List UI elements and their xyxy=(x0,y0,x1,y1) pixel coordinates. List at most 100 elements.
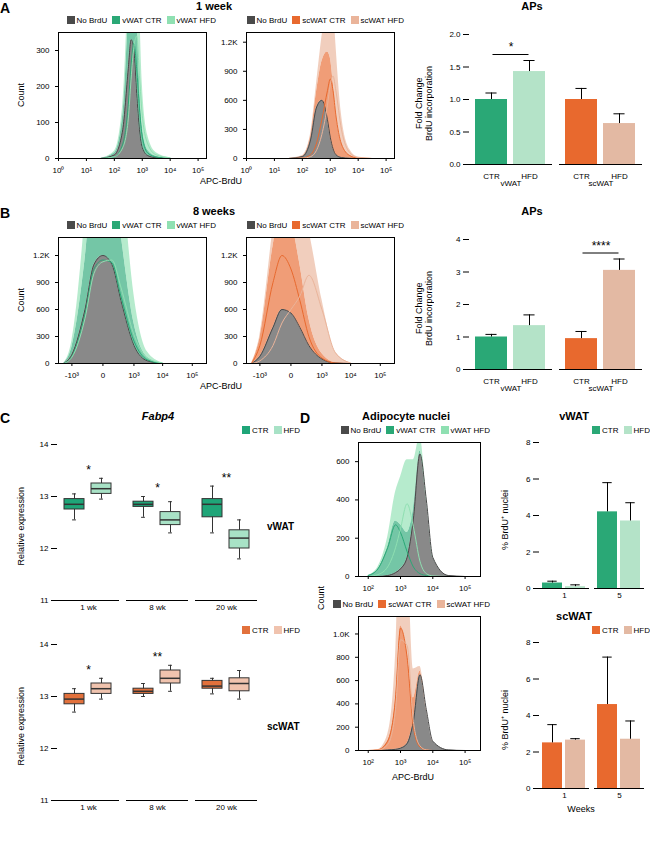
svg-text:10⁵: 10⁵ xyxy=(186,371,198,380)
svg-text:vWAT: vWAT xyxy=(501,384,522,393)
svg-text:300: 300 xyxy=(224,332,238,341)
svg-text:5: 5 xyxy=(617,591,622,600)
svg-text:HFD: HFD xyxy=(521,172,538,181)
svg-text:8: 8 xyxy=(526,638,531,647)
svg-text:10⁵: 10⁵ xyxy=(374,371,386,380)
svg-text:100: 100 xyxy=(36,118,50,127)
svg-text:10²: 10² xyxy=(109,166,121,175)
svg-text:0: 0 xyxy=(345,572,350,581)
svg-text:*: * xyxy=(509,40,514,54)
svg-text:10³: 10³ xyxy=(395,584,407,593)
svg-text:2: 2 xyxy=(526,548,531,557)
svg-text:*: * xyxy=(86,663,91,677)
svg-text:0: 0 xyxy=(289,371,294,380)
svg-text:0.0: 0.0 xyxy=(449,160,461,169)
svg-text:CTR: CTR xyxy=(573,377,590,386)
svg-text:12: 12 xyxy=(40,744,49,753)
svg-text:*: * xyxy=(86,463,91,477)
svg-text:10⁴: 10⁴ xyxy=(156,371,169,380)
svg-text:10⁴: 10⁴ xyxy=(427,584,440,593)
svg-text:2.0: 2.0 xyxy=(449,30,461,39)
svg-text:10³: 10³ xyxy=(324,166,336,175)
svg-text:10⁰: 10⁰ xyxy=(53,166,65,175)
svg-text:0: 0 xyxy=(526,584,531,593)
svg-text:HFD: HFD xyxy=(611,172,628,181)
svg-text:10⁴: 10⁴ xyxy=(164,166,177,175)
svg-text:1.2K: 1.2K xyxy=(221,38,238,47)
svg-text:6: 6 xyxy=(526,475,531,484)
svg-text:900: 900 xyxy=(224,278,238,287)
svg-text:600: 600 xyxy=(336,457,350,466)
svg-text:0: 0 xyxy=(526,784,531,793)
svg-text:10²: 10² xyxy=(362,758,374,767)
svg-text:4: 4 xyxy=(456,235,461,244)
svg-text:10²: 10² xyxy=(297,166,309,175)
svg-text:CTR: CTR xyxy=(483,377,500,386)
svg-text:400: 400 xyxy=(336,495,350,504)
svg-text:6: 6 xyxy=(526,675,531,684)
svg-text:1: 1 xyxy=(562,591,567,600)
svg-text:HFD: HFD xyxy=(611,377,628,386)
svg-text:200: 200 xyxy=(36,82,50,91)
svg-text:0: 0 xyxy=(233,359,238,368)
svg-text:3: 3 xyxy=(456,268,461,277)
svg-text:400: 400 xyxy=(336,699,350,708)
svg-text:600: 600 xyxy=(224,96,238,105)
svg-text:scWAT: scWAT xyxy=(589,179,614,188)
svg-text:0: 0 xyxy=(45,359,50,368)
svg-text:10³: 10³ xyxy=(136,166,148,175)
svg-text:10⁴: 10⁴ xyxy=(427,758,440,767)
svg-text:0.5: 0.5 xyxy=(449,128,461,137)
svg-text:600: 600 xyxy=(36,305,50,314)
svg-text:5: 5 xyxy=(617,791,622,800)
svg-text:200: 200 xyxy=(336,534,350,543)
svg-text:10⁵: 10⁵ xyxy=(380,166,392,175)
svg-text:CTR: CTR xyxy=(483,172,500,181)
svg-text:****: **** xyxy=(592,239,611,253)
svg-text:1: 1 xyxy=(562,791,567,800)
svg-text:14: 14 xyxy=(40,640,49,649)
svg-text:0: 0 xyxy=(101,371,106,380)
svg-text:12: 12 xyxy=(40,544,49,553)
svg-text:**: ** xyxy=(222,471,232,485)
svg-text:0: 0 xyxy=(456,365,461,374)
svg-text:20 wk: 20 wk xyxy=(216,603,238,612)
svg-text:*: * xyxy=(155,481,160,495)
svg-text:200: 200 xyxy=(336,723,350,732)
svg-text:10²: 10² xyxy=(362,584,374,593)
svg-text:300: 300 xyxy=(36,46,50,55)
svg-text:900: 900 xyxy=(224,67,238,76)
svg-text:vWAT: vWAT xyxy=(501,179,522,188)
svg-text:8 wk: 8 wk xyxy=(149,803,166,812)
svg-text:8 wk: 8 wk xyxy=(149,603,166,612)
svg-text:scWAT: scWAT xyxy=(589,384,614,393)
svg-text:0: 0 xyxy=(345,746,350,755)
svg-text:900: 900 xyxy=(36,278,50,287)
svg-text:8: 8 xyxy=(526,438,531,447)
svg-text:10⁵: 10⁵ xyxy=(459,584,471,593)
svg-text:1.2K: 1.2K xyxy=(33,251,50,260)
svg-text:0: 0 xyxy=(233,154,238,163)
svg-text:20 wk: 20 wk xyxy=(216,803,238,812)
svg-text:1.5: 1.5 xyxy=(449,63,461,72)
svg-text:1: 1 xyxy=(456,333,461,342)
svg-text:1.0: 1.0 xyxy=(449,95,461,104)
svg-text:HFD: HFD xyxy=(521,377,538,386)
svg-text:10⁴: 10⁴ xyxy=(344,371,357,380)
svg-text:10⁴: 10⁴ xyxy=(352,166,365,175)
svg-text:0: 0 xyxy=(45,154,50,163)
svg-text:13: 13 xyxy=(40,492,49,501)
svg-text:2: 2 xyxy=(526,748,531,757)
svg-text:800: 800 xyxy=(336,653,350,662)
svg-text:4: 4 xyxy=(526,511,531,520)
svg-text:11: 11 xyxy=(40,596,49,605)
svg-text:11: 11 xyxy=(40,796,49,805)
svg-text:300: 300 xyxy=(36,332,50,341)
svg-text:1.0K: 1.0K xyxy=(333,630,350,639)
svg-text:2: 2 xyxy=(456,300,461,309)
svg-text:CTR: CTR xyxy=(573,172,590,181)
svg-text:10⁵: 10⁵ xyxy=(459,758,471,767)
svg-text:1 wk: 1 wk xyxy=(80,803,97,812)
svg-text:-10³: -10³ xyxy=(65,371,80,380)
svg-text:10¹: 10¹ xyxy=(81,166,93,175)
